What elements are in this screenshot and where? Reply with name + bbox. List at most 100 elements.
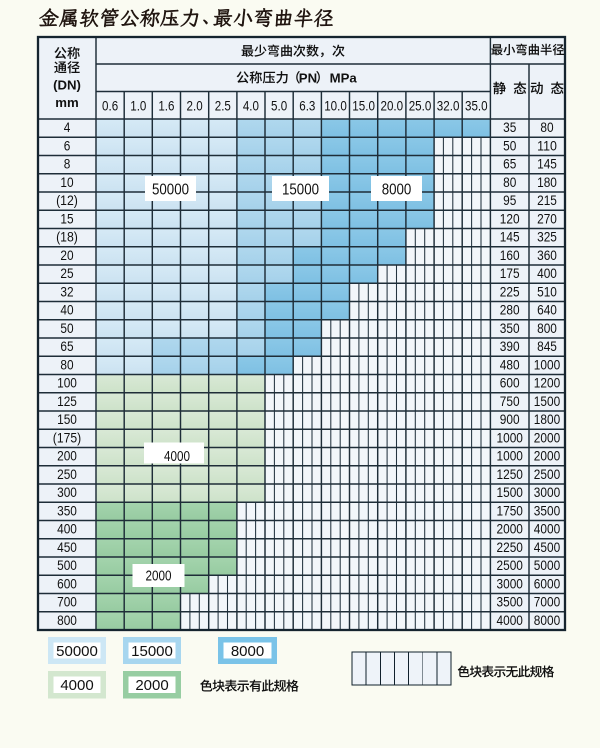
svg-text:1250: 1250 — [497, 466, 524, 482]
svg-text:1000: 1000 — [497, 430, 524, 446]
svg-text:1.0: 1.0 — [130, 97, 146, 113]
svg-text:95: 95 — [503, 192, 516, 208]
svg-text:360: 360 — [537, 247, 557, 263]
svg-text:125: 125 — [57, 393, 77, 409]
svg-text:480: 480 — [500, 357, 520, 373]
svg-text:400: 400 — [537, 265, 557, 281]
svg-text:80: 80 — [503, 174, 516, 190]
svg-text:1800: 1800 — [534, 411, 561, 427]
svg-text:50000: 50000 — [56, 643, 98, 660]
svg-text:8: 8 — [64, 156, 71, 172]
svg-text:2000: 2000 — [135, 677, 168, 694]
svg-text:2000: 2000 — [534, 448, 561, 464]
svg-text:4: 4 — [64, 119, 71, 135]
svg-text:20: 20 — [60, 247, 73, 263]
svg-text:600: 600 — [57, 576, 77, 592]
svg-text:35.0: 35.0 — [465, 97, 488, 113]
svg-text:215: 215 — [537, 192, 557, 208]
svg-text:80: 80 — [540, 119, 553, 135]
svg-text:700: 700 — [57, 594, 77, 610]
svg-text:(175): (175) — [53, 430, 81, 446]
svg-text:2000: 2000 — [497, 521, 524, 537]
svg-text:(DN): (DN) — [53, 77, 81, 92]
svg-text:3500: 3500 — [497, 594, 524, 610]
svg-text:510: 510 — [537, 284, 557, 300]
svg-text:15: 15 — [60, 211, 73, 227]
svg-text:50: 50 — [503, 138, 516, 154]
svg-text:1500: 1500 — [497, 484, 524, 500]
svg-text:350: 350 — [57, 503, 77, 519]
svg-text:8000: 8000 — [231, 643, 264, 660]
svg-text:20.0: 20.0 — [381, 97, 404, 113]
svg-text:15000: 15000 — [282, 181, 319, 198]
svg-text:640: 640 — [537, 302, 557, 318]
svg-text:4500: 4500 — [534, 539, 561, 555]
svg-text:900: 900 — [500, 411, 520, 427]
svg-text:390: 390 — [500, 338, 520, 354]
svg-text:4000: 4000 — [164, 449, 190, 465]
svg-text:280: 280 — [500, 302, 520, 318]
svg-text:400: 400 — [57, 521, 77, 537]
svg-text:8000: 8000 — [534, 612, 561, 628]
svg-text:160: 160 — [500, 247, 520, 263]
svg-text:100: 100 — [57, 375, 77, 391]
svg-text:25.0: 25.0 — [409, 97, 432, 113]
svg-text:1.6: 1.6 — [158, 97, 174, 113]
svg-text:175: 175 — [500, 265, 520, 281]
svg-text:0.6: 0.6 — [102, 97, 118, 113]
svg-text:145: 145 — [537, 156, 557, 172]
svg-text:800: 800 — [537, 320, 557, 336]
svg-text:3000: 3000 — [497, 576, 524, 592]
svg-text:1000: 1000 — [497, 448, 524, 464]
svg-text:(12): (12) — [56, 192, 78, 208]
svg-text:300: 300 — [57, 484, 77, 500]
svg-text:450: 450 — [57, 539, 77, 555]
svg-text:mm: mm — [55, 95, 78, 110]
svg-text:80: 80 — [60, 357, 73, 373]
svg-text:25: 25 — [60, 265, 73, 281]
svg-text:50: 50 — [60, 320, 73, 336]
svg-text:3000: 3000 — [534, 484, 561, 500]
svg-text:800: 800 — [57, 612, 77, 628]
svg-text:5000: 5000 — [534, 557, 561, 573]
svg-text:7000: 7000 — [534, 594, 561, 610]
svg-text:6: 6 — [64, 138, 71, 154]
svg-text:5.0: 5.0 — [271, 97, 287, 113]
svg-text:325: 325 — [537, 229, 557, 245]
svg-text:MPa: MPa — [330, 70, 358, 85]
svg-text:2500: 2500 — [534, 466, 561, 482]
svg-text:2.0: 2.0 — [187, 97, 203, 113]
svg-text:145: 145 — [500, 229, 520, 245]
svg-text:PN: PN — [299, 70, 317, 85]
svg-text:4000: 4000 — [534, 521, 561, 537]
svg-text:250: 250 — [57, 466, 77, 482]
svg-text:40: 40 — [60, 302, 73, 318]
svg-text:200: 200 — [57, 448, 77, 464]
svg-text:65: 65 — [503, 156, 516, 172]
svg-text:120: 120 — [500, 211, 520, 227]
svg-text:150: 150 — [57, 411, 77, 427]
svg-text:110: 110 — [537, 138, 557, 154]
svg-text:2000: 2000 — [534, 430, 561, 446]
svg-text:10: 10 — [60, 174, 73, 190]
svg-text:32.0: 32.0 — [437, 97, 460, 113]
svg-text:10.0: 10.0 — [324, 97, 347, 113]
svg-text:2.5: 2.5 — [215, 97, 231, 113]
svg-text:65: 65 — [60, 338, 73, 354]
svg-text:4000: 4000 — [60, 677, 93, 694]
svg-text:8000: 8000 — [382, 181, 412, 198]
svg-text:2500: 2500 — [497, 557, 524, 573]
svg-text:225: 225 — [500, 284, 520, 300]
svg-text:180: 180 — [537, 174, 557, 190]
svg-text:35: 35 — [503, 119, 516, 135]
svg-text:500: 500 — [57, 557, 77, 573]
svg-text:600: 600 — [500, 375, 520, 391]
svg-text:1750: 1750 — [497, 503, 524, 519]
svg-text:(18): (18) — [56, 229, 78, 245]
svg-text:350: 350 — [500, 320, 520, 336]
svg-text:1000: 1000 — [534, 357, 561, 373]
svg-text:845: 845 — [537, 338, 557, 354]
svg-text:4.0: 4.0 — [243, 97, 259, 113]
svg-text:2000: 2000 — [146, 569, 172, 585]
svg-text:32: 32 — [60, 284, 73, 300]
